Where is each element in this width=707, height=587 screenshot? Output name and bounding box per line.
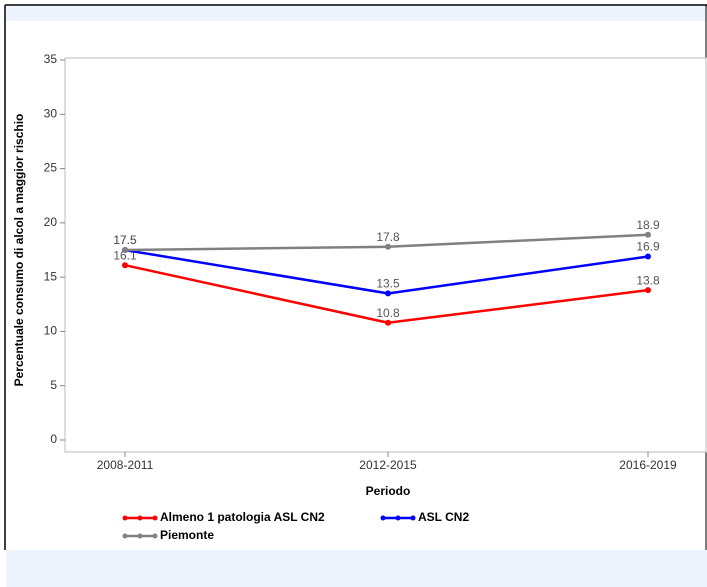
data-label: 16.9 [636, 240, 660, 254]
plot-frame [64, 57, 707, 453]
legend-dot [380, 515, 386, 521]
data-label: 17.5 [113, 233, 137, 247]
bottom-band [6, 550, 707, 587]
data-label: 13.5 [376, 277, 400, 291]
y-axis-label: Percentuale consumo di alcol a maggior r… [12, 114, 26, 387]
data-label: 17.5 [113, 233, 137, 247]
legend-dot [395, 515, 401, 521]
data-label: 13.8 [636, 273, 660, 287]
legend-dot [137, 533, 143, 539]
x-axis-label: Periodo [366, 484, 411, 498]
point [122, 262, 128, 269]
point [385, 243, 391, 250]
y-tick-label: 10 [44, 324, 58, 338]
legend-label: Almeno 1 patologia ASL CN2 [160, 510, 325, 524]
y-tick-label: 25 [44, 161, 58, 175]
y-tick-label: 0 [50, 432, 57, 446]
point [645, 231, 651, 238]
point [385, 319, 391, 326]
top-band [6, 6, 707, 21]
x-tick-label: 2012-2015 [359, 458, 417, 472]
point [645, 253, 651, 260]
point [385, 290, 391, 297]
legend-dot [152, 515, 158, 521]
y-tick-label: 30 [44, 106, 58, 120]
legend-dot [152, 533, 158, 539]
x-tick-label: 2008-2011 [97, 458, 154, 472]
y-tick-label: 15 [44, 269, 58, 283]
legend-label: Piemonte [160, 528, 214, 542]
y-tick-label: 5 [50, 378, 57, 392]
legend-dot [122, 515, 128, 521]
x-tick-label: 2016-2019 [619, 458, 677, 472]
legend-dot [410, 515, 416, 521]
y-tick-label: 20 [44, 215, 58, 229]
point [645, 287, 651, 294]
legend-dot [137, 515, 143, 521]
data-label: 10.8 [376, 306, 400, 320]
legend-label: ASL CN2 [418, 510, 469, 524]
legend-dot [122, 533, 128, 539]
data-label: 18.9 [636, 218, 660, 232]
y-tick-label: 35 [44, 52, 58, 66]
point [122, 247, 128, 253]
data-label: 17.8 [376, 230, 400, 244]
